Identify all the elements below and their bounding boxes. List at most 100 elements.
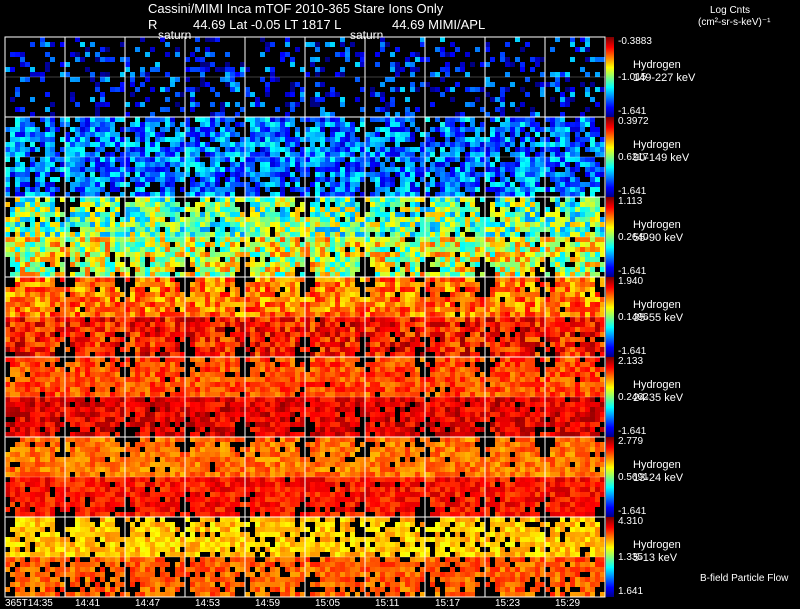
- heatmap-cell: [170, 207, 175, 212]
- heatmap-cell: [30, 277, 35, 282]
- heatmap-cell: [190, 152, 195, 157]
- colorbar-strip: [606, 253, 614, 254]
- heatmap-cell: [210, 302, 215, 307]
- heatmap-cell: [150, 232, 155, 237]
- heatmap-cell: [170, 152, 175, 157]
- heatmap-cell: [300, 232, 305, 237]
- heatmap-cell: [40, 257, 45, 262]
- heatmap-cell: [205, 182, 210, 187]
- heatmap-cell: [240, 232, 245, 237]
- heatmap-cell: [505, 167, 510, 172]
- heatmap-cell: [140, 122, 145, 127]
- heatmap-cell: [285, 267, 290, 272]
- colorbar-strip: [606, 37, 614, 38]
- heatmap-cell: [190, 182, 195, 187]
- heatmap-cell: [105, 132, 110, 137]
- heatmap-cell: [170, 202, 175, 207]
- heatmap-cell: [115, 167, 120, 172]
- heatmap-cell: [330, 177, 335, 182]
- heatmap-cell: [425, 207, 430, 212]
- heatmap-cell: [225, 207, 230, 212]
- heatmap-cell: [30, 42, 35, 47]
- heatmap-cell: [370, 162, 375, 167]
- heatmap-cell: [555, 132, 560, 137]
- heatmap-cell: [415, 127, 420, 132]
- heatmap-cell: [80, 237, 85, 242]
- heatmap-cell: [45, 277, 50, 282]
- heatmap-cell: [440, 247, 445, 252]
- heatmap-cell: [195, 287, 200, 292]
- heatmap-cell: [560, 127, 565, 132]
- heatmap-cell: [140, 167, 145, 172]
- heatmap-cell: [575, 247, 580, 252]
- heatmap-cell: [565, 177, 570, 182]
- heatmap-cell: [85, 222, 90, 227]
- heatmap-cell: [375, 187, 380, 192]
- heatmap-cell: [230, 162, 235, 167]
- heatmap-cell: [325, 117, 330, 122]
- heatmap-cell: [435, 72, 440, 77]
- heatmap-cell: [205, 342, 210, 347]
- heatmap-cell: [315, 42, 320, 47]
- heatmap-cell: [310, 337, 315, 342]
- heatmap-cell: [15, 312, 20, 317]
- heatmap-cell: [340, 157, 345, 162]
- heatmap-cell: [505, 147, 510, 152]
- heatmap-cell: [345, 212, 350, 217]
- heatmap-cell: [560, 182, 565, 187]
- heatmap-cell: [55, 207, 60, 212]
- heatmap-cell: [215, 352, 220, 357]
- heatmap-cell: [275, 202, 280, 207]
- heatmap-cell: [145, 157, 150, 162]
- heatmap-cell: [90, 117, 95, 122]
- heatmap-cell: [475, 127, 480, 132]
- heatmap-cell: [330, 267, 335, 272]
- heatmap-cell: [105, 272, 110, 277]
- heatmap-cell: [15, 127, 20, 132]
- heatmap-cell: [350, 242, 355, 247]
- heatmap-cell: [100, 182, 105, 187]
- heatmap-cell: [485, 222, 490, 227]
- heatmap-cell: [135, 327, 140, 332]
- heatmap-cell: [140, 342, 145, 347]
- heatmap-cell: [20, 162, 25, 167]
- heatmap-cell: [410, 197, 415, 202]
- heatmap-cell: [35, 237, 40, 242]
- heatmap-cell: [525, 247, 530, 252]
- heatmap-cell: [125, 217, 130, 222]
- heatmap-cell: [440, 147, 445, 152]
- heatmap-cell: [320, 347, 325, 352]
- heatmap-cell: [285, 352, 290, 357]
- heatmap-cell: [320, 172, 325, 177]
- heatmap-cell: [280, 352, 285, 357]
- heatmap-cell: [515, 127, 520, 132]
- heatmap-cell: [275, 172, 280, 177]
- colorbar-strip: [606, 145, 614, 146]
- heatmap-cell: [410, 152, 415, 157]
- colorbar-strip: [606, 87, 614, 88]
- heatmap-cell: [265, 132, 270, 137]
- heatmap-cell: [380, 162, 385, 167]
- heatmap-cell: [360, 242, 365, 247]
- heatmap-cell: [280, 57, 285, 62]
- heatmap-cell: [370, 137, 375, 142]
- heatmap-cell: [90, 237, 95, 242]
- heatmap-cell: [455, 82, 460, 87]
- heatmap-cell: [190, 132, 195, 137]
- heatmap-cell: [140, 37, 145, 42]
- heatmap-cell: [45, 67, 50, 72]
- heatmap-cell: [10, 207, 15, 212]
- heatmap-cell: [195, 137, 200, 142]
- heatmap-cell: [335, 92, 340, 97]
- heatmap-cell: [125, 232, 130, 237]
- heatmap-cell: [345, 262, 350, 267]
- heatmap-cell: [265, 232, 270, 237]
- heatmap-cell: [395, 147, 400, 152]
- heatmap-cell: [65, 122, 70, 127]
- heatmap-cell: [195, 162, 200, 167]
- heatmap-cell: [100, 142, 105, 147]
- heatmap-cell: [320, 317, 325, 322]
- heatmap-cell: [295, 182, 300, 187]
- heatmap-cell: [455, 167, 460, 172]
- colorbar-strip: [606, 198, 614, 199]
